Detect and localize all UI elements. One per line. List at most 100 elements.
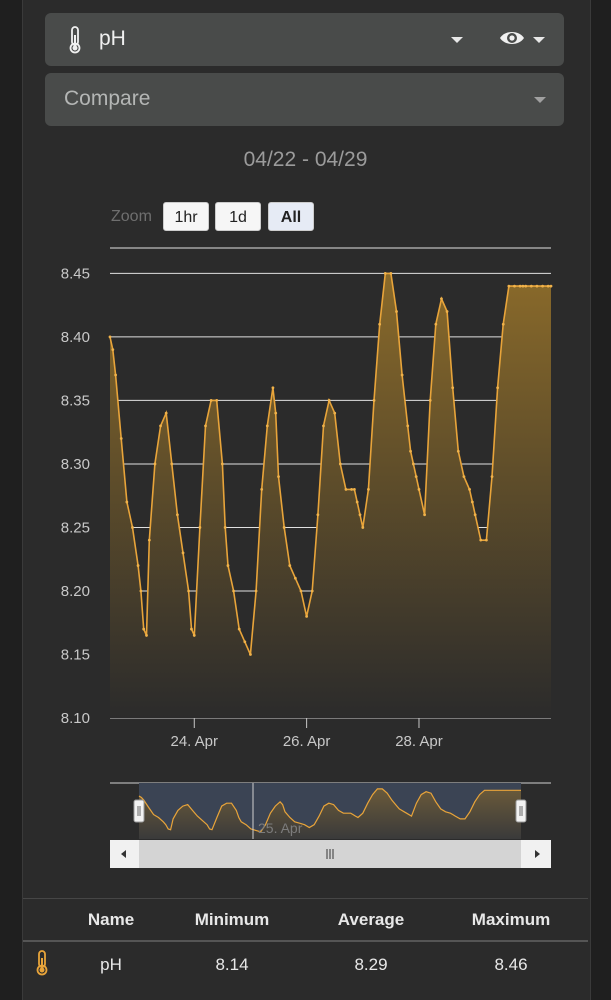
data-point[interactable]	[524, 284, 528, 288]
data-point[interactable]	[372, 399, 376, 402]
data-point[interactable]	[541, 284, 544, 288]
data-point[interactable]	[456, 449, 460, 453]
data-point[interactable]	[440, 297, 443, 301]
data-point[interactable]	[411, 462, 415, 466]
data-point[interactable]	[181, 551, 185, 555]
data-point[interactable]	[358, 513, 362, 517]
data-point[interactable]	[220, 462, 224, 466]
data-point[interactable]	[451, 386, 455, 390]
data-point[interactable]	[490, 475, 494, 479]
data-point[interactable]	[470, 500, 474, 504]
data-point[interactable]	[414, 475, 418, 479]
data-point[interactable]	[170, 462, 174, 466]
data-point[interactable]	[136, 564, 140, 567]
data-point[interactable]	[378, 322, 382, 326]
data-point[interactable]	[355, 500, 359, 504]
zoom-1hr-button[interactable]: 1hr	[163, 202, 209, 231]
data-point[interactable]	[518, 284, 522, 288]
data-point[interactable]	[535, 284, 539, 288]
zoom-1d-button[interactable]: 1d	[215, 202, 261, 231]
data-point[interactable]	[333, 411, 337, 415]
compare-select[interactable]: Compare	[45, 73, 564, 126]
data-point[interactable]	[400, 373, 404, 377]
data-point[interactable]	[383, 272, 387, 275]
data-point[interactable]	[501, 322, 505, 326]
data-point[interactable]	[496, 386, 500, 390]
data-point[interactable]	[327, 399, 331, 402]
data-point[interactable]	[274, 411, 278, 415]
data-point[interactable]	[293, 576, 297, 580]
data-point[interactable]	[350, 487, 353, 491]
navigator[interactable]: 25. Apr	[110, 782, 551, 868]
data-point[interactable]	[204, 424, 207, 428]
data-point[interactable]	[507, 284, 511, 288]
data-point[interactable]	[546, 284, 550, 288]
data-point[interactable]	[119, 437, 123, 440]
data-point[interactable]	[389, 272, 393, 275]
eye-icon[interactable]	[499, 28, 525, 48]
data-point[interactable]	[406, 424, 410, 428]
data-point[interactable]	[153, 462, 157, 466]
data-point[interactable]	[243, 640, 247, 644]
data-point[interactable]	[254, 589, 258, 593]
navigator-scrollbar[interactable]	[110, 840, 551, 868]
chevron-down-icon[interactable]	[451, 37, 463, 43]
data-point[interactable]	[226, 564, 230, 567]
data-point[interactable]	[265, 424, 269, 428]
data-point[interactable]	[305, 614, 309, 618]
data-point[interactable]	[409, 449, 412, 453]
data-point[interactable]	[176, 513, 179, 517]
data-point[interactable]	[316, 513, 320, 517]
data-point[interactable]	[249, 653, 252, 656]
data-point[interactable]	[445, 310, 449, 313]
data-point[interactable]	[223, 526, 227, 529]
data-point[interactable]	[198, 526, 202, 529]
data-point[interactable]	[282, 526, 286, 529]
data-point[interactable]	[344, 487, 348, 491]
data-point[interactable]	[108, 335, 112, 339]
data-point[interactable]	[215, 399, 219, 402]
data-point[interactable]	[521, 284, 525, 288]
data-point[interactable]	[159, 424, 162, 428]
data-point[interactable]	[423, 513, 426, 517]
data-point[interactable]	[125, 500, 129, 504]
data-point[interactable]	[190, 627, 193, 631]
data-point[interactable]	[361, 526, 365, 529]
data-point[interactable]	[187, 589, 191, 593]
data-point[interactable]	[237, 627, 241, 631]
data-point[interactable]	[462, 475, 466, 479]
data-point[interactable]	[299, 589, 303, 593]
zoom-all-button[interactable]: All	[268, 202, 314, 231]
data-point[interactable]	[147, 538, 151, 542]
data-point[interactable]	[192, 634, 196, 637]
data-point[interactable]	[484, 538, 488, 542]
chevron-down-icon[interactable]	[534, 97, 546, 103]
data-point[interactable]	[111, 348, 115, 352]
data-point[interactable]	[288, 564, 292, 567]
data-point[interactable]	[310, 589, 314, 593]
data-point[interactable]	[232, 589, 235, 593]
data-point[interactable]	[209, 399, 213, 402]
data-point[interactable]	[164, 411, 168, 415]
data-point[interactable]	[428, 399, 432, 402]
data-point[interactable]	[468, 487, 471, 491]
navigator-handle-left[interactable]	[133, 799, 145, 823]
data-point[interactable]	[139, 589, 143, 593]
navigator-handle-right[interactable]	[515, 799, 527, 823]
data-point[interactable]	[322, 424, 325, 428]
data-point[interactable]	[145, 634, 148, 637]
metric-select[interactable]: pH	[45, 13, 564, 66]
data-point[interactable]	[434, 322, 438, 326]
data-point[interactable]	[473, 513, 477, 517]
data-point[interactable]	[131, 526, 134, 529]
data-point[interactable]	[260, 487, 264, 491]
data-point[interactable]	[114, 373, 118, 377]
data-point[interactable]	[513, 284, 516, 288]
data-point[interactable]	[338, 462, 342, 466]
data-point[interactable]	[529, 284, 533, 288]
data-point[interactable]	[417, 487, 421, 491]
eye-chevron-down-icon[interactable]	[533, 37, 545, 43]
data-point[interactable]	[142, 627, 146, 631]
data-point[interactable]	[271, 386, 275, 390]
data-point[interactable]	[352, 487, 356, 491]
